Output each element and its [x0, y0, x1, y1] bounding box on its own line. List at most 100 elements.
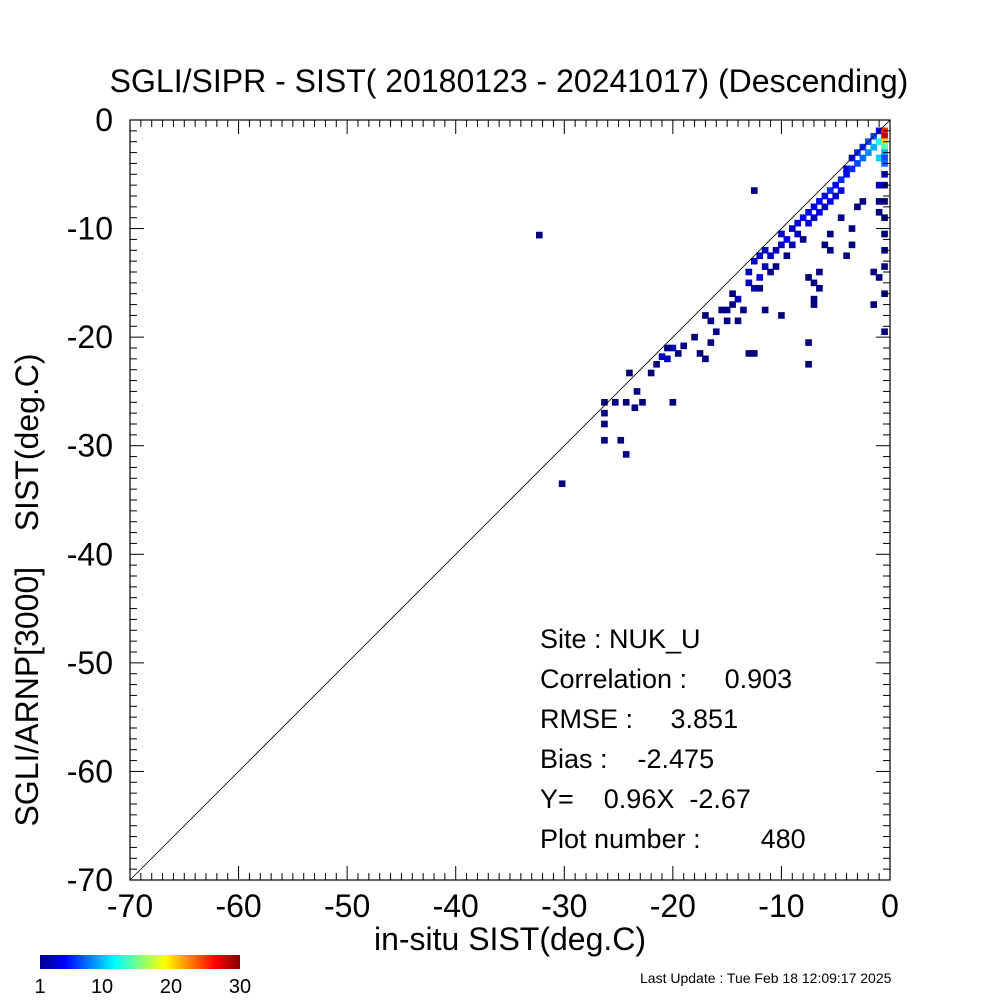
x-tick-label: -70: [107, 888, 153, 924]
data-point: [881, 143, 888, 151]
data-point: [810, 279, 818, 287]
x-tick-label: -10: [758, 888, 804, 924]
data-point: [669, 344, 677, 352]
data-point: [761, 246, 769, 254]
data-point: [756, 274, 764, 281]
data-point: [881, 230, 888, 238]
data-point: [794, 219, 802, 227]
data-point: [848, 225, 856, 232]
data-point: [622, 398, 630, 406]
y-tick-labels: -70 -60 -50 -40 -30 -20 -10 0: [67, 102, 113, 898]
data-point: [633, 388, 641, 395]
x-tick-label: -20: [650, 888, 696, 924]
data-point: [848, 241, 856, 249]
data-point: [631, 404, 639, 412]
data-point: [772, 246, 780, 254]
data-point: [729, 301, 736, 308]
data-point: [832, 192, 840, 200]
data-point: [810, 295, 818, 303]
data-point: [788, 225, 796, 232]
data-point: [805, 274, 812, 281]
data-point: [536, 231, 543, 239]
y-tick-label: -50: [67, 645, 113, 681]
data-point: [848, 165, 856, 173]
colorbar-tick-label: 1: [34, 976, 45, 998]
data-point: [702, 355, 709, 363]
x-tick-label: -40: [433, 888, 479, 924]
colorbar-tick-label: 30: [229, 976, 251, 998]
data-point: [756, 284, 764, 292]
data-point: [723, 306, 731, 314]
data-point: [821, 192, 829, 200]
data-point: [881, 154, 888, 162]
ticks-layer: [129, 119, 891, 881]
data-point: [881, 328, 888, 336]
data-point: [810, 214, 818, 222]
data-point: [881, 263, 888, 270]
data-point: [816, 268, 823, 276]
data-point: [875, 138, 883, 146]
last-update: Last Update : Tue Feb 18 12:09:17 2025: [640, 970, 892, 986]
data-point: [761, 263, 769, 270]
y-tick-label: -60: [67, 753, 113, 789]
data-point: [707, 317, 715, 325]
x-tick-label: -30: [541, 888, 587, 924]
data-point: [745, 279, 753, 287]
data-point: [734, 295, 742, 303]
data-point: [601, 420, 608, 428]
y-tick-label: 0: [95, 102, 113, 138]
data-point: [702, 312, 709, 319]
data-point: [691, 333, 698, 341]
data-point: [696, 350, 704, 357]
data-point: [870, 301, 878, 308]
data-point: [558, 480, 566, 488]
data-point: [837, 176, 845, 184]
x-axis-label: in-situ SIST(deg.C): [374, 921, 646, 957]
data-point: [854, 160, 861, 167]
data-point: [772, 263, 780, 270]
data-point: [664, 355, 671, 363]
data-point: [745, 268, 753, 276]
data-point: [669, 398, 677, 406]
data-point: [647, 369, 655, 377]
colorbar-tick-label: 10: [91, 976, 113, 998]
stats-regression: Y= 0.96X -2.67: [540, 784, 751, 814]
points-layer: [536, 127, 888, 488]
data-point: [826, 246, 834, 254]
data-point: [718, 306, 726, 314]
data-point: [864, 149, 872, 156]
stats-rmse: RMSE : 3.851: [540, 704, 738, 734]
data-point: [821, 203, 829, 211]
colorbar-tick-labels: 1 10 20 30: [34, 976, 251, 998]
data-point: [843, 165, 850, 173]
data-point: [783, 252, 791, 260]
data-point: [767, 252, 774, 260]
data-point: [750, 257, 758, 265]
data-point: [712, 328, 720, 336]
data-point: [832, 181, 840, 189]
x-tick-label: -50: [324, 888, 370, 924]
data-point: [870, 143, 878, 151]
data-point: [805, 208, 812, 216]
y-tick-label: -20: [67, 319, 113, 355]
data-point: [826, 230, 834, 238]
data-point: [805, 360, 812, 368]
data-point: [658, 353, 666, 360]
data-point: [854, 203, 861, 211]
data-point: [805, 339, 812, 346]
data-point: [664, 344, 671, 352]
data-point: [881, 132, 888, 140]
colorbar: [40, 955, 240, 969]
data-point: [778, 241, 785, 249]
data-point: [816, 284, 823, 292]
data-point: [843, 252, 850, 260]
data-point: [778, 230, 785, 238]
data-point: [601, 409, 608, 417]
data-point: [875, 208, 883, 216]
data-point: [778, 312, 785, 319]
data-point: [875, 274, 883, 281]
data-point: [626, 369, 633, 377]
data-point: [821, 241, 829, 249]
data-point: [756, 252, 764, 260]
